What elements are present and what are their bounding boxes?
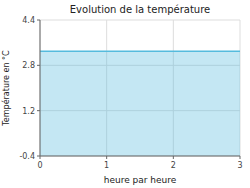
x-axis-line [40, 156, 240, 157]
grid [40, 20, 240, 156]
plot-area [40, 51, 240, 156]
y-axis-line [40, 20, 41, 156]
y-tick [37, 110, 40, 111]
chart-container: 0 1 2 3 -0.4 1.2 2.8 4.4 Evolution de la tempéra… [0, 0, 250, 188]
x-axis-label: heure par heure [104, 175, 177, 185]
y-tick-label: 1.2 [22, 107, 35, 116]
x-tick [173, 156, 174, 159]
x-tick-label: 0 [37, 161, 42, 170]
x-tick-label: 3 [237, 161, 242, 170]
x-tick-label: 2 [171, 161, 176, 170]
grid-line-x [40, 20, 41, 156]
area [40, 51, 240, 156]
title: Evolution de la température [70, 4, 210, 15]
y-axis-label: Température en °C [1, 50, 11, 127]
y-tick [37, 20, 40, 21]
y-tick-label: 4.4 [22, 16, 35, 25]
y-tick [37, 65, 40, 66]
grid-line-y [40, 156, 240, 157]
y-tick [37, 156, 40, 157]
x-tick-label: 1 [104, 161, 109, 170]
x-tick [106, 156, 107, 159]
x-tick [240, 156, 241, 159]
y-tick-label: -0.4 [19, 152, 35, 161]
chart-svg: 0 1 2 3 -0.4 1.2 2.8 4.4 Evolution de la tempéra… [0, 0, 250, 188]
y-tick-label: 2.8 [22, 61, 35, 70]
line [40, 50, 240, 52]
grid-line-y [40, 20, 240, 21]
